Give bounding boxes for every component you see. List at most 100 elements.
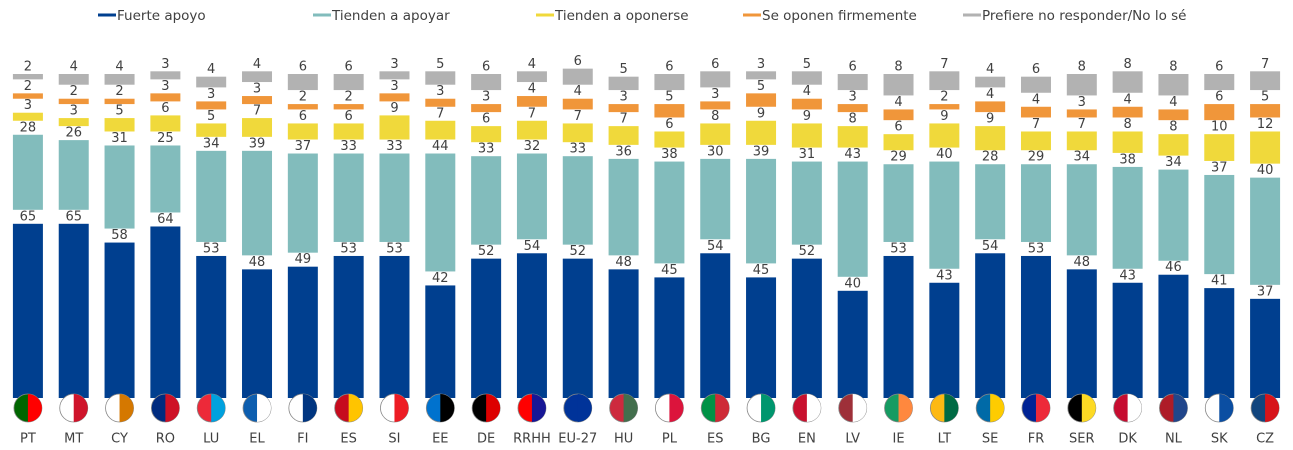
- data-label: 7: [1032, 117, 1040, 132]
- category-label: RO: [156, 432, 175, 447]
- bar-segment: [1158, 274, 1189, 398]
- data-label: 30: [707, 144, 724, 159]
- flag: [1021, 393, 1051, 423]
- bar-segment: [1204, 134, 1235, 161]
- bar-segment: [791, 123, 822, 148]
- data-label: 4: [207, 62, 215, 77]
- bar-segment: [1020, 131, 1051, 151]
- data-label: 44: [432, 139, 449, 154]
- bar-segment: [1112, 282, 1143, 398]
- data-label: 52: [478, 244, 495, 259]
- bar-segment: [929, 282, 960, 398]
- data-label: 8: [711, 109, 719, 124]
- category-label: BG: [752, 432, 771, 447]
- bar-segment: [379, 93, 410, 102]
- bar-segment: [58, 74, 89, 85]
- bar-segment: [58, 98, 89, 105]
- data-label: 3: [253, 82, 261, 97]
- flag: [150, 393, 180, 423]
- data-label: 34: [1165, 155, 1182, 170]
- data-label: 33: [478, 142, 495, 157]
- data-label: 2: [940, 90, 948, 105]
- bar-segment: [883, 255, 914, 398]
- data-label: 33: [569, 142, 586, 157]
- bar-segment: [791, 98, 822, 110]
- bar-segment: [58, 140, 89, 210]
- flag-half: [990, 394, 1005, 422]
- data-label: 6: [894, 120, 902, 135]
- data-label: 54: [982, 239, 999, 254]
- data-label: 6: [161, 101, 169, 116]
- data-label: 6: [665, 60, 673, 75]
- bar-segment: [929, 161, 960, 269]
- data-label: 6: [345, 109, 353, 124]
- bar-segment: [883, 134, 914, 151]
- flag-half: [348, 394, 363, 422]
- flag-half: [715, 394, 730, 422]
- bar-segment: [883, 109, 914, 121]
- category-label: ES: [707, 432, 723, 447]
- data-label: 8: [894, 60, 902, 75]
- flag: [746, 393, 776, 423]
- flag-half: [440, 394, 455, 422]
- bar-segment: [883, 74, 914, 96]
- data-label: 5: [757, 79, 765, 94]
- flag: [196, 393, 226, 423]
- category-label: NL: [1165, 432, 1183, 447]
- bar-segment: [562, 68, 593, 85]
- bar-segment: [791, 161, 822, 245]
- data-label: 39: [753, 144, 770, 159]
- bar-segment: [608, 76, 639, 91]
- bar-segment: [471, 74, 502, 91]
- bar-segment: [287, 74, 318, 91]
- data-label: 9: [940, 109, 948, 124]
- data-label: 3: [436, 84, 444, 99]
- data-label: 52: [569, 244, 586, 259]
- bar-segment: [1112, 71, 1143, 93]
- bar-segment: [150, 71, 181, 80]
- flag-half: [394, 394, 409, 422]
- legend-label: Se oponen firmemente: [762, 8, 917, 24]
- bar-segment: [196, 150, 227, 242]
- bar-segment: [929, 104, 960, 110]
- data-label: 31: [799, 147, 816, 162]
- flag: [1067, 393, 1097, 423]
- data-label: 3: [619, 90, 627, 105]
- flag-half: [1219, 394, 1234, 422]
- bar-segment: [425, 285, 456, 398]
- data-label: 53: [1028, 241, 1045, 256]
- data-label: 4: [986, 87, 994, 102]
- data-label: 3: [711, 87, 719, 102]
- bar-segment: [1112, 131, 1143, 153]
- category-label: RRHH: [513, 432, 551, 447]
- data-label: 3: [161, 57, 169, 72]
- data-label: 3: [757, 57, 765, 72]
- flag: [655, 393, 684, 423]
- category-label: EL: [249, 432, 265, 447]
- bar-segment: [608, 104, 639, 113]
- bar-segment: [654, 74, 685, 91]
- flag: [1113, 393, 1143, 423]
- data-label: 2: [70, 84, 78, 99]
- category-label: HU: [614, 432, 633, 447]
- data-label: 8: [1169, 60, 1177, 75]
- data-label: 6: [849, 60, 857, 75]
- data-label: 25: [157, 131, 174, 146]
- bar-segment: [104, 242, 135, 398]
- data-label: 42: [432, 271, 449, 286]
- bar-segment: [700, 101, 731, 110]
- data-label: 40: [1257, 163, 1274, 178]
- bar-segment: [654, 104, 685, 118]
- bar-segment: [746, 71, 777, 80]
- data-label: 10: [1211, 120, 1228, 135]
- bar-segment: [929, 123, 960, 148]
- data-label: 33: [340, 139, 357, 154]
- bar-segment: [333, 153, 364, 242]
- data-label: 3: [24, 98, 32, 113]
- bar-segment: [975, 101, 1006, 113]
- flag: [700, 393, 730, 423]
- category-label: CY: [111, 432, 128, 447]
- bar-segment: [1020, 255, 1051, 398]
- category-label: EE: [432, 432, 448, 447]
- data-label: 41: [1211, 274, 1228, 289]
